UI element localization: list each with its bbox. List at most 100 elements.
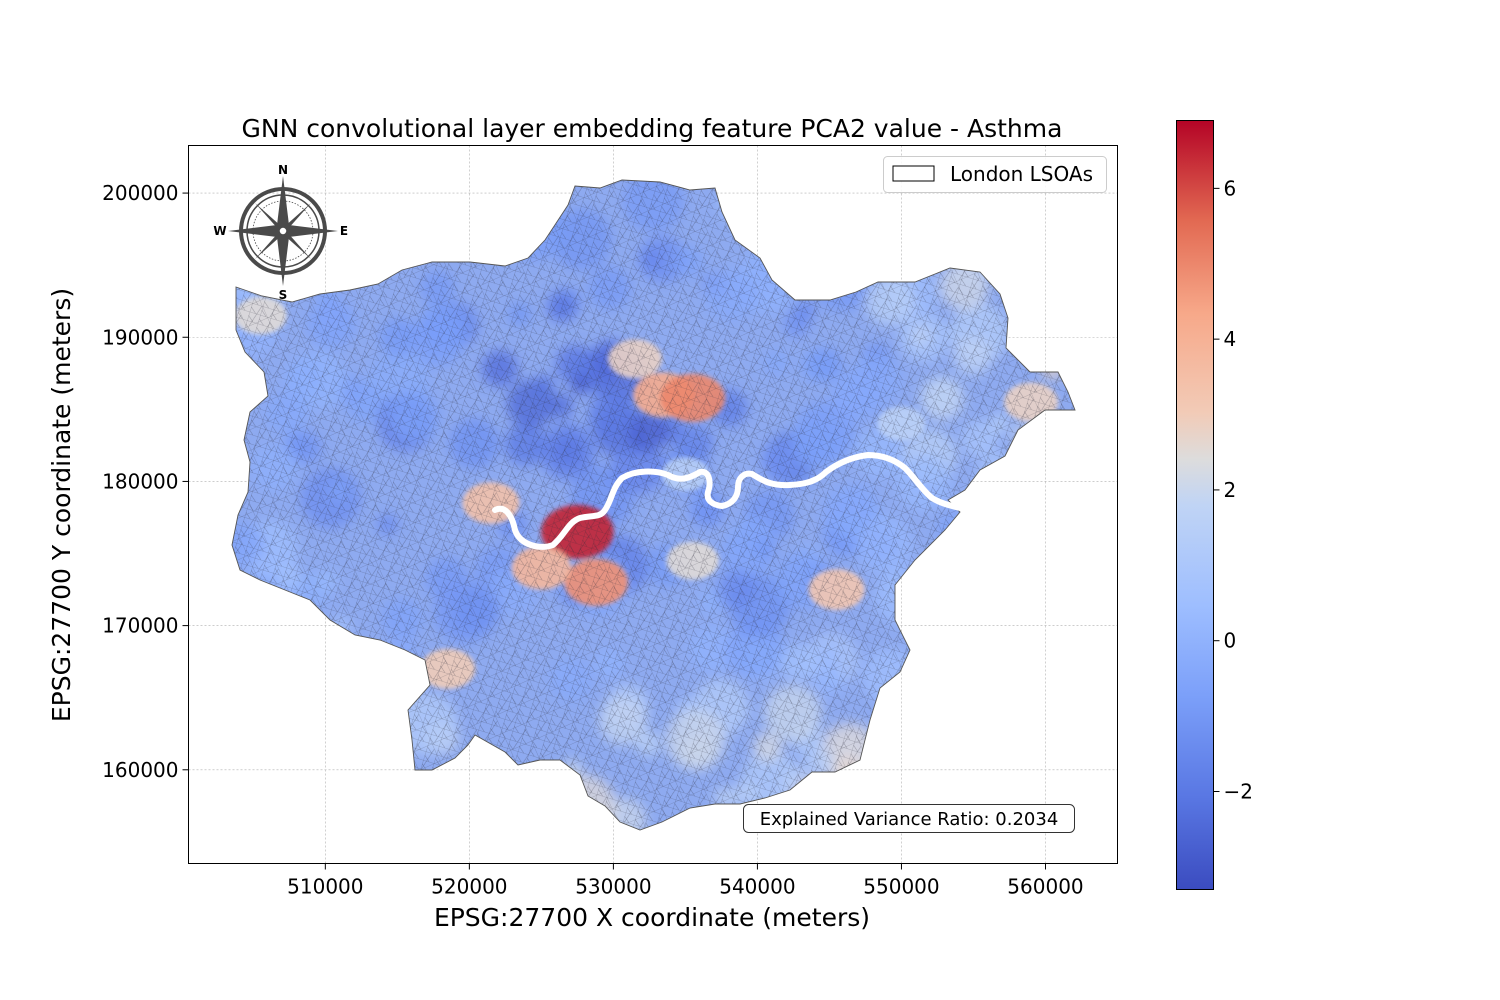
lsoa-value-patch: [232, 763, 245, 794]
lsoa-value-patch: [925, 561, 968, 604]
x-axis-ticks: 510000 520000 530000 540000 550000 560000: [287, 863, 1084, 899]
x-tick-label: 550000: [863, 875, 939, 899]
lsoa-value-patch: [946, 587, 981, 622]
lsoa-value-patch: [394, 786, 425, 817]
legend-label: London LSOAs: [950, 162, 1093, 186]
lsoa-value-patch: [312, 750, 365, 803]
lsoa-value-patch: [803, 194, 844, 236]
lsoa-value-patch: [380, 180, 423, 223]
compass-east-label: E: [340, 224, 348, 238]
colorbar-gradient: [1176, 120, 1214, 890]
y-tick-label: 170000: [102, 614, 178, 638]
y-tick-label: 180000: [102, 469, 178, 493]
lsoa-value-patch: [895, 677, 959, 740]
y-axis-ticks: 160000 170000 180000 190000 200000: [102, 181, 189, 782]
annotation-box: [743, 804, 1075, 833]
lsoa-value-patch: [940, 591, 999, 650]
compass-rose-icon: N S E W: [213, 163, 348, 302]
lsoa-value-patch: [951, 728, 1012, 789]
lsoa-value-patch: [981, 627, 1038, 685]
lsoa-value-patch: [232, 642, 245, 671]
lsoa-value-patch: [288, 240, 309, 261]
x-axis-label: EPSG:27700 X coordinate (meters): [434, 903, 870, 932]
lsoa-value-patch: [933, 607, 964, 637]
legend-box: [883, 156, 1107, 193]
lsoa-value-patch: [960, 519, 1008, 567]
lsoa-value-patch: [241, 703, 282, 743]
lsoa-value-patch: [957, 586, 1015, 644]
compass-north-label: N: [278, 163, 288, 177]
lsoa-value-patch: [943, 686, 989, 732]
colorbar-tick-label: 0: [1224, 629, 1237, 653]
lsoa-value-patch: [232, 255, 242, 277]
y-tick-label: 190000: [102, 325, 178, 349]
lsoa-value-patch: [334, 245, 357, 268]
colorbar-tick-label: 6: [1224, 176, 1237, 200]
variance-annotation: Explained Variance Ratio: 0.2034: [743, 804, 1075, 833]
x-tick-label: 560000: [1007, 875, 1083, 899]
lsoa-value-patch: [308, 185, 366, 243]
lsoa-value-patch: [1009, 610, 1047, 648]
x-tick-label: 510000: [287, 875, 363, 899]
lsoa-value-patch: [842, 237, 895, 289]
lsoa-value-patch: [504, 781, 566, 830]
axes: 510000 520000 530000 540000 550000 560000 160…: [102, 145, 1118, 899]
y-tick-label: 200000: [102, 181, 178, 205]
lsoa-value-patch: [1014, 508, 1069, 564]
lsoa-value-patch: [949, 708, 1012, 771]
y-tick-label: 160000: [102, 758, 178, 782]
lsoa-value-patch: [376, 180, 421, 222]
legend: London LSOAs: [883, 156, 1107, 193]
colorbar-tick-label: −2: [1224, 779, 1253, 803]
lsoa-value-patch: [1022, 622, 1048, 648]
lsoa-value-patch: [343, 196, 380, 233]
lsoa-value-patch: [929, 629, 951, 651]
colorbar-ticks: −2 0 2 4 6: [1213, 176, 1253, 803]
lsoa-value-patch: [297, 709, 332, 743]
lsoa-value-patch: [248, 654, 301, 706]
lsoa-value-patch: [407, 778, 459, 830]
lsoa-value-patch: [987, 753, 1023, 788]
colorbar: −2 0 2 4 6: [1176, 120, 1253, 890]
compass-west-label: W: [213, 224, 226, 238]
lsoa-value-patch: [1013, 729, 1046, 762]
legend-swatch: [892, 165, 935, 182]
colorbar-tick-label: 4: [1224, 327, 1237, 351]
lsoa-value-patch: [232, 689, 270, 744]
lsoa-value-patch: [1025, 200, 1058, 233]
x-tick-label: 540000: [719, 875, 795, 899]
lsoa-value-patch: [982, 674, 1034, 726]
colorbar-tick-label: 2: [1224, 478, 1237, 502]
lsoa-value-patch: [892, 227, 935, 270]
lsoa-value-patch: [238, 711, 270, 742]
lsoa-value-patch: [1044, 468, 1075, 512]
x-tick-label: 520000: [431, 875, 507, 899]
lsoa-value-patch: [968, 689, 1020, 740]
lsoa-value-patch: [831, 216, 888, 273]
axes-frame: [188, 145, 1118, 864]
annotation-text: Explained Variance Ratio: 0.2034: [760, 809, 1059, 830]
compass-south-label: S: [279, 288, 288, 302]
river-thames: [492, 452, 963, 550]
lsoa-value-patch: [739, 180, 786, 214]
lsoa-value-patch: [963, 524, 1003, 563]
lsoa-value-patch: [251, 644, 303, 696]
lsoa-value-patch: [1025, 678, 1071, 724]
lsoa-value-patch: [1063, 309, 1075, 337]
lsoa-value-patch: [364, 784, 415, 830]
y-axis-label: EPSG:27700 Y coordinate (meters): [47, 288, 76, 722]
lsoa-value-patch: [777, 180, 842, 242]
london-outline: [231, 179, 1076, 831]
lsoa-value-patch: [952, 191, 987, 226]
lsoa-value-patch: [250, 599, 280, 629]
lsoa-value-patch: [1047, 427, 1075, 482]
lsoa-value-patch: [985, 198, 1021, 234]
lsoa-value-patch: [350, 206, 400, 255]
lsoa-value-patch: [954, 192, 997, 235]
lsoa-value-patch: [1031, 255, 1075, 304]
x-tick-label: 530000: [575, 875, 651, 899]
lsoa-value-patch: [904, 750, 955, 801]
lsoa-value-patch: [1017, 584, 1075, 642]
lsoa-value-patch: [1029, 216, 1052, 239]
